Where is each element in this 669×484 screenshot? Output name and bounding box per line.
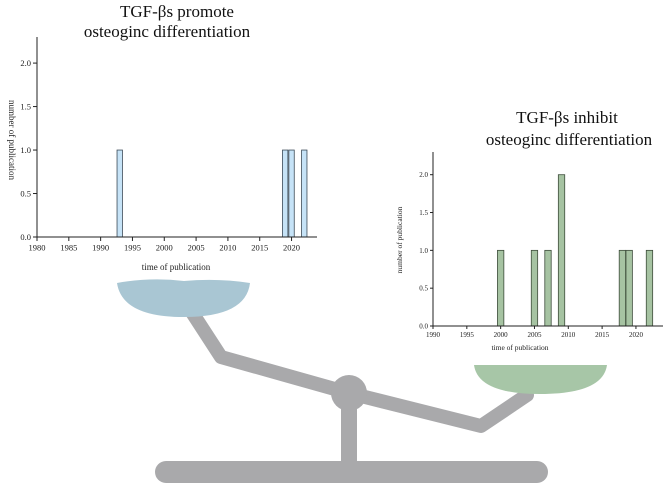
chart-inhibit-x-tick-label: 1990 bbox=[426, 331, 441, 339]
chart-promote-bar-2020 bbox=[288, 149, 295, 238]
chart-inhibit-x-tick-label: 2015 bbox=[595, 331, 610, 339]
chart-inhibit-x-tick-label: 2000 bbox=[494, 331, 509, 339]
chart-inhibit-y-label: number of publication bbox=[395, 206, 404, 273]
chart-inhibit-x-label: time of publication bbox=[491, 343, 548, 352]
chart-promote-x-label: time of publication bbox=[142, 262, 211, 272]
chart-inhibit-x-tick-label: 1995 bbox=[460, 331, 475, 339]
chart-promote-x-tick-label: 1985 bbox=[60, 243, 77, 253]
chart-inhibit-y-tick-label: 0.0 bbox=[419, 322, 428, 330]
chart-inhibit-y-tick-label: 2.0 bbox=[419, 171, 428, 179]
scale-left-pan bbox=[117, 279, 250, 317]
scale-right-pan bbox=[474, 365, 607, 394]
chart-promote-bar-2019 bbox=[282, 149, 289, 238]
chart-inhibit: TGF-βs inhibit osteoginc differentiation… bbox=[395, 108, 663, 352]
chart-promote-title-line-1: TGF-βs promote bbox=[120, 2, 234, 21]
chart-promote-bar-1993 bbox=[116, 149, 123, 238]
chart-promote-bar-2022 bbox=[301, 149, 308, 238]
chart-inhibit-title-line-1: TGF-βs inhibit bbox=[516, 108, 618, 127]
chart-promote: TGF-βs promote osteoginc differentiation… bbox=[7, 2, 317, 272]
chart-inhibit-x-tick-label: 2005 bbox=[527, 331, 542, 339]
chart-promote-x-tick-label: 2015 bbox=[251, 243, 268, 253]
chart-promote-x-tick-label: 2010 bbox=[219, 243, 236, 253]
chart-inhibit-x-tick-label: 2010 bbox=[561, 331, 576, 339]
chart-promote-y-tick-label: 2.0 bbox=[20, 58, 31, 68]
chart-promote-y-tick-label: 1.0 bbox=[20, 145, 31, 155]
chart-inhibit-bar-2000 bbox=[497, 249, 505, 327]
chart-inhibit-bar-2007 bbox=[544, 249, 552, 327]
chart-promote-y-tick-label: 0.5 bbox=[20, 188, 31, 198]
chart-promote-x-tick-label: 1980 bbox=[29, 243, 46, 253]
balance-scale bbox=[117, 279, 607, 483]
chart-inhibit-y-tick-label: 0.5 bbox=[419, 285, 428, 293]
chart-inhibit-title-line-2: osteoginc differentiation bbox=[486, 130, 653, 149]
chart-inhibit-bar-2019 bbox=[625, 249, 633, 327]
chart-promote-x-tick-label: 2020 bbox=[283, 243, 300, 253]
chart-promote-x-tick-label: 1990 bbox=[92, 243, 109, 253]
chart-inhibit-bar-2009 bbox=[557, 174, 566, 327]
scale-post bbox=[341, 390, 357, 473]
chart-inhibit-x-tick-label: 2020 bbox=[629, 331, 644, 339]
chart-inhibit-plot-area: 1990 1995 2000 2005 2010 2015 2020 0.0 0.5 1.0 1.5… bbox=[419, 152, 663, 339]
chart-promote-title-line-2: osteoginc differentiation bbox=[84, 22, 251, 41]
chart-promote-x-tick-label: 2005 bbox=[188, 243, 205, 253]
scale-pivot bbox=[331, 375, 367, 411]
chart-promote-y-tick-label: 0.0 bbox=[20, 232, 31, 242]
chart-inhibit-bar-2022 bbox=[645, 249, 654, 327]
chart-promote-plot-area: 1980 1985 1990 1995 2000 2005 2010 2015 2020 0.0 0… bbox=[20, 37, 317, 253]
chart-promote-x-tick-label: 1995 bbox=[124, 243, 141, 253]
chart-inhibit-bar-2018 bbox=[618, 249, 627, 327]
chart-inhibit-y-tick-label: 1.0 bbox=[419, 247, 428, 255]
chart-inhibit-bar-2005 bbox=[530, 249, 539, 327]
chart-promote-y-tick-label: 1.5 bbox=[20, 102, 31, 112]
chart-inhibit-y-tick-label: 1.5 bbox=[419, 209, 428, 217]
chart-promote-y-label: number of publication bbox=[7, 100, 17, 180]
chart-promote-x-tick-label: 2000 bbox=[156, 243, 173, 253]
